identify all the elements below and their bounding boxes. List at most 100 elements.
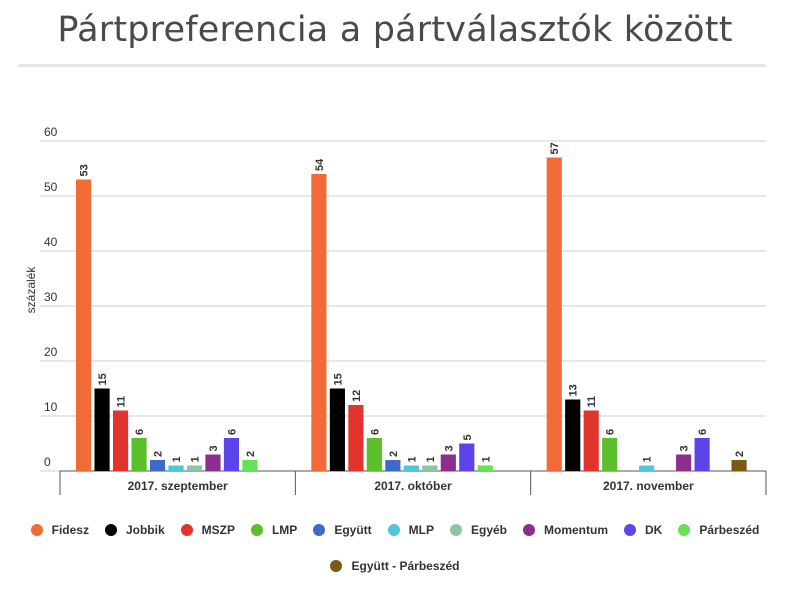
data-label: 1: [171, 456, 183, 462]
legend-label: DK: [645, 523, 663, 537]
legend-swatch: [104, 524, 117, 536]
data-label: 2: [153, 451, 165, 457]
legend-label: Párbeszéd: [699, 523, 760, 537]
legend-item[interactable]: MSZP: [180, 523, 235, 537]
data-label: 53: [79, 164, 91, 176]
legend-label: Együtt - Párbeszéd: [351, 559, 460, 573]
legend-swatch: [313, 524, 326, 536]
bar: [366, 438, 382, 471]
legend-label: MLP: [408, 523, 434, 537]
title-divider: [18, 64, 766, 67]
data-label: 6: [369, 429, 381, 435]
legend-item[interactable]: Fidesz: [30, 523, 89, 537]
data-label: 2: [734, 451, 746, 457]
data-label: 2: [388, 451, 400, 457]
x-tick-label: 2017. szeptember: [128, 479, 228, 493]
data-label: 6: [226, 429, 238, 435]
chart-title: Pártpreferencia a pártválasztók között: [57, 10, 733, 50]
data-label: 1: [425, 456, 437, 462]
data-label: 5: [462, 434, 474, 440]
legend-swatch: [180, 524, 193, 536]
legend-item[interactable]: DK: [624, 523, 662, 537]
legend-item[interactable]: Jobbik: [104, 523, 165, 537]
legend-item[interactable]: LMP: [250, 523, 298, 537]
x-tick-label: 2017. október: [374, 479, 452, 493]
bar: [583, 410, 599, 471]
data-label: 1: [189, 456, 201, 462]
y-tick-label: 40: [44, 235, 58, 249]
data-label: 1: [480, 456, 492, 462]
data-label: 54: [314, 158, 326, 171]
data-label: 3: [443, 445, 455, 451]
data-label: 6: [697, 429, 709, 435]
bar: [477, 465, 493, 471]
data-label: 1: [642, 456, 654, 462]
legend-swatch: [450, 524, 462, 536]
legend-item[interactable]: Párbeszéd: [678, 523, 759, 537]
legend-swatch: [624, 524, 637, 536]
bar: [76, 179, 92, 471]
bar: [694, 438, 710, 471]
legend-swatch: [30, 524, 43, 536]
data-label: 12: [351, 390, 363, 402]
x-tick-label: 2017. november: [603, 479, 694, 493]
y-tick-label: 60: [44, 125, 58, 139]
bar: [112, 410, 129, 471]
legend-swatch: [523, 524, 536, 536]
legend-item[interactable]: Együtt - Párbeszéd: [330, 559, 460, 573]
data-label: 3: [208, 445, 220, 451]
bar: [205, 454, 221, 471]
data-label: 57: [549, 142, 561, 154]
bar: [385, 460, 401, 471]
legend-label: MSZP: [201, 523, 235, 537]
data-label: 15: [332, 373, 344, 385]
bar: [131, 438, 147, 471]
data-label: 15: [97, 373, 109, 385]
y-tick-label: 30: [44, 290, 58, 304]
data-label: 13: [568, 384, 580, 396]
bar: [223, 438, 240, 471]
y-tick-label: 10: [44, 400, 58, 414]
bar: [459, 443, 475, 471]
y-tick-label: 20: [44, 345, 58, 359]
legend-item[interactable]: MLP: [387, 523, 434, 537]
bar: [602, 438, 618, 471]
bar: [348, 405, 364, 471]
chart-legend: Fidesz Jobbik MSZP LMP Együtt MLP Egyéb Momentu…: [0, 518, 790, 590]
bar: [403, 465, 419, 471]
legend-item[interactable]: Egyéb: [450, 523, 507, 537]
data-label: 11: [586, 396, 598, 408]
legend-label: Egyéb: [471, 523, 508, 537]
bar: [422, 465, 438, 471]
legend-label: LMP: [271, 523, 298, 537]
bar: [242, 460, 258, 471]
bar: [639, 465, 655, 471]
data-label: 6: [605, 429, 617, 435]
data-label: 11: [116, 396, 128, 408]
legend-item[interactable]: Együtt: [313, 523, 372, 537]
legend-label: Fidesz: [51, 523, 89, 537]
legend-swatch: [678, 524, 691, 536]
bar: [440, 454, 456, 471]
data-label: 6: [134, 429, 146, 435]
y-tick-label: 50: [44, 180, 58, 194]
bar: [94, 388, 110, 471]
bar: [565, 399, 581, 471]
bar: [676, 454, 692, 471]
y-tick-label: 0: [44, 455, 51, 469]
legend-swatch: [387, 524, 400, 536]
legend-row: Fidesz Jobbik MSZP LMP Együtt MLP Egyéb Momentu…: [0, 518, 790, 542]
bar: [329, 388, 345, 471]
legend-swatch: [330, 560, 343, 572]
bar: [731, 460, 747, 471]
data-label: 2: [245, 451, 257, 457]
legend-label: Együtt: [334, 523, 372, 537]
legend-swatch: [250, 524, 263, 536]
bar: [311, 174, 327, 471]
bar: [149, 460, 166, 471]
legend-item[interactable]: Momentum: [523, 523, 608, 537]
bar: [168, 465, 184, 471]
data-label: 1: [406, 456, 418, 462]
bar: [186, 465, 203, 471]
bar-chart: 0 10 20 30 40 50 60 százalék 2017. szeptember 201…: [24, 125, 767, 495]
